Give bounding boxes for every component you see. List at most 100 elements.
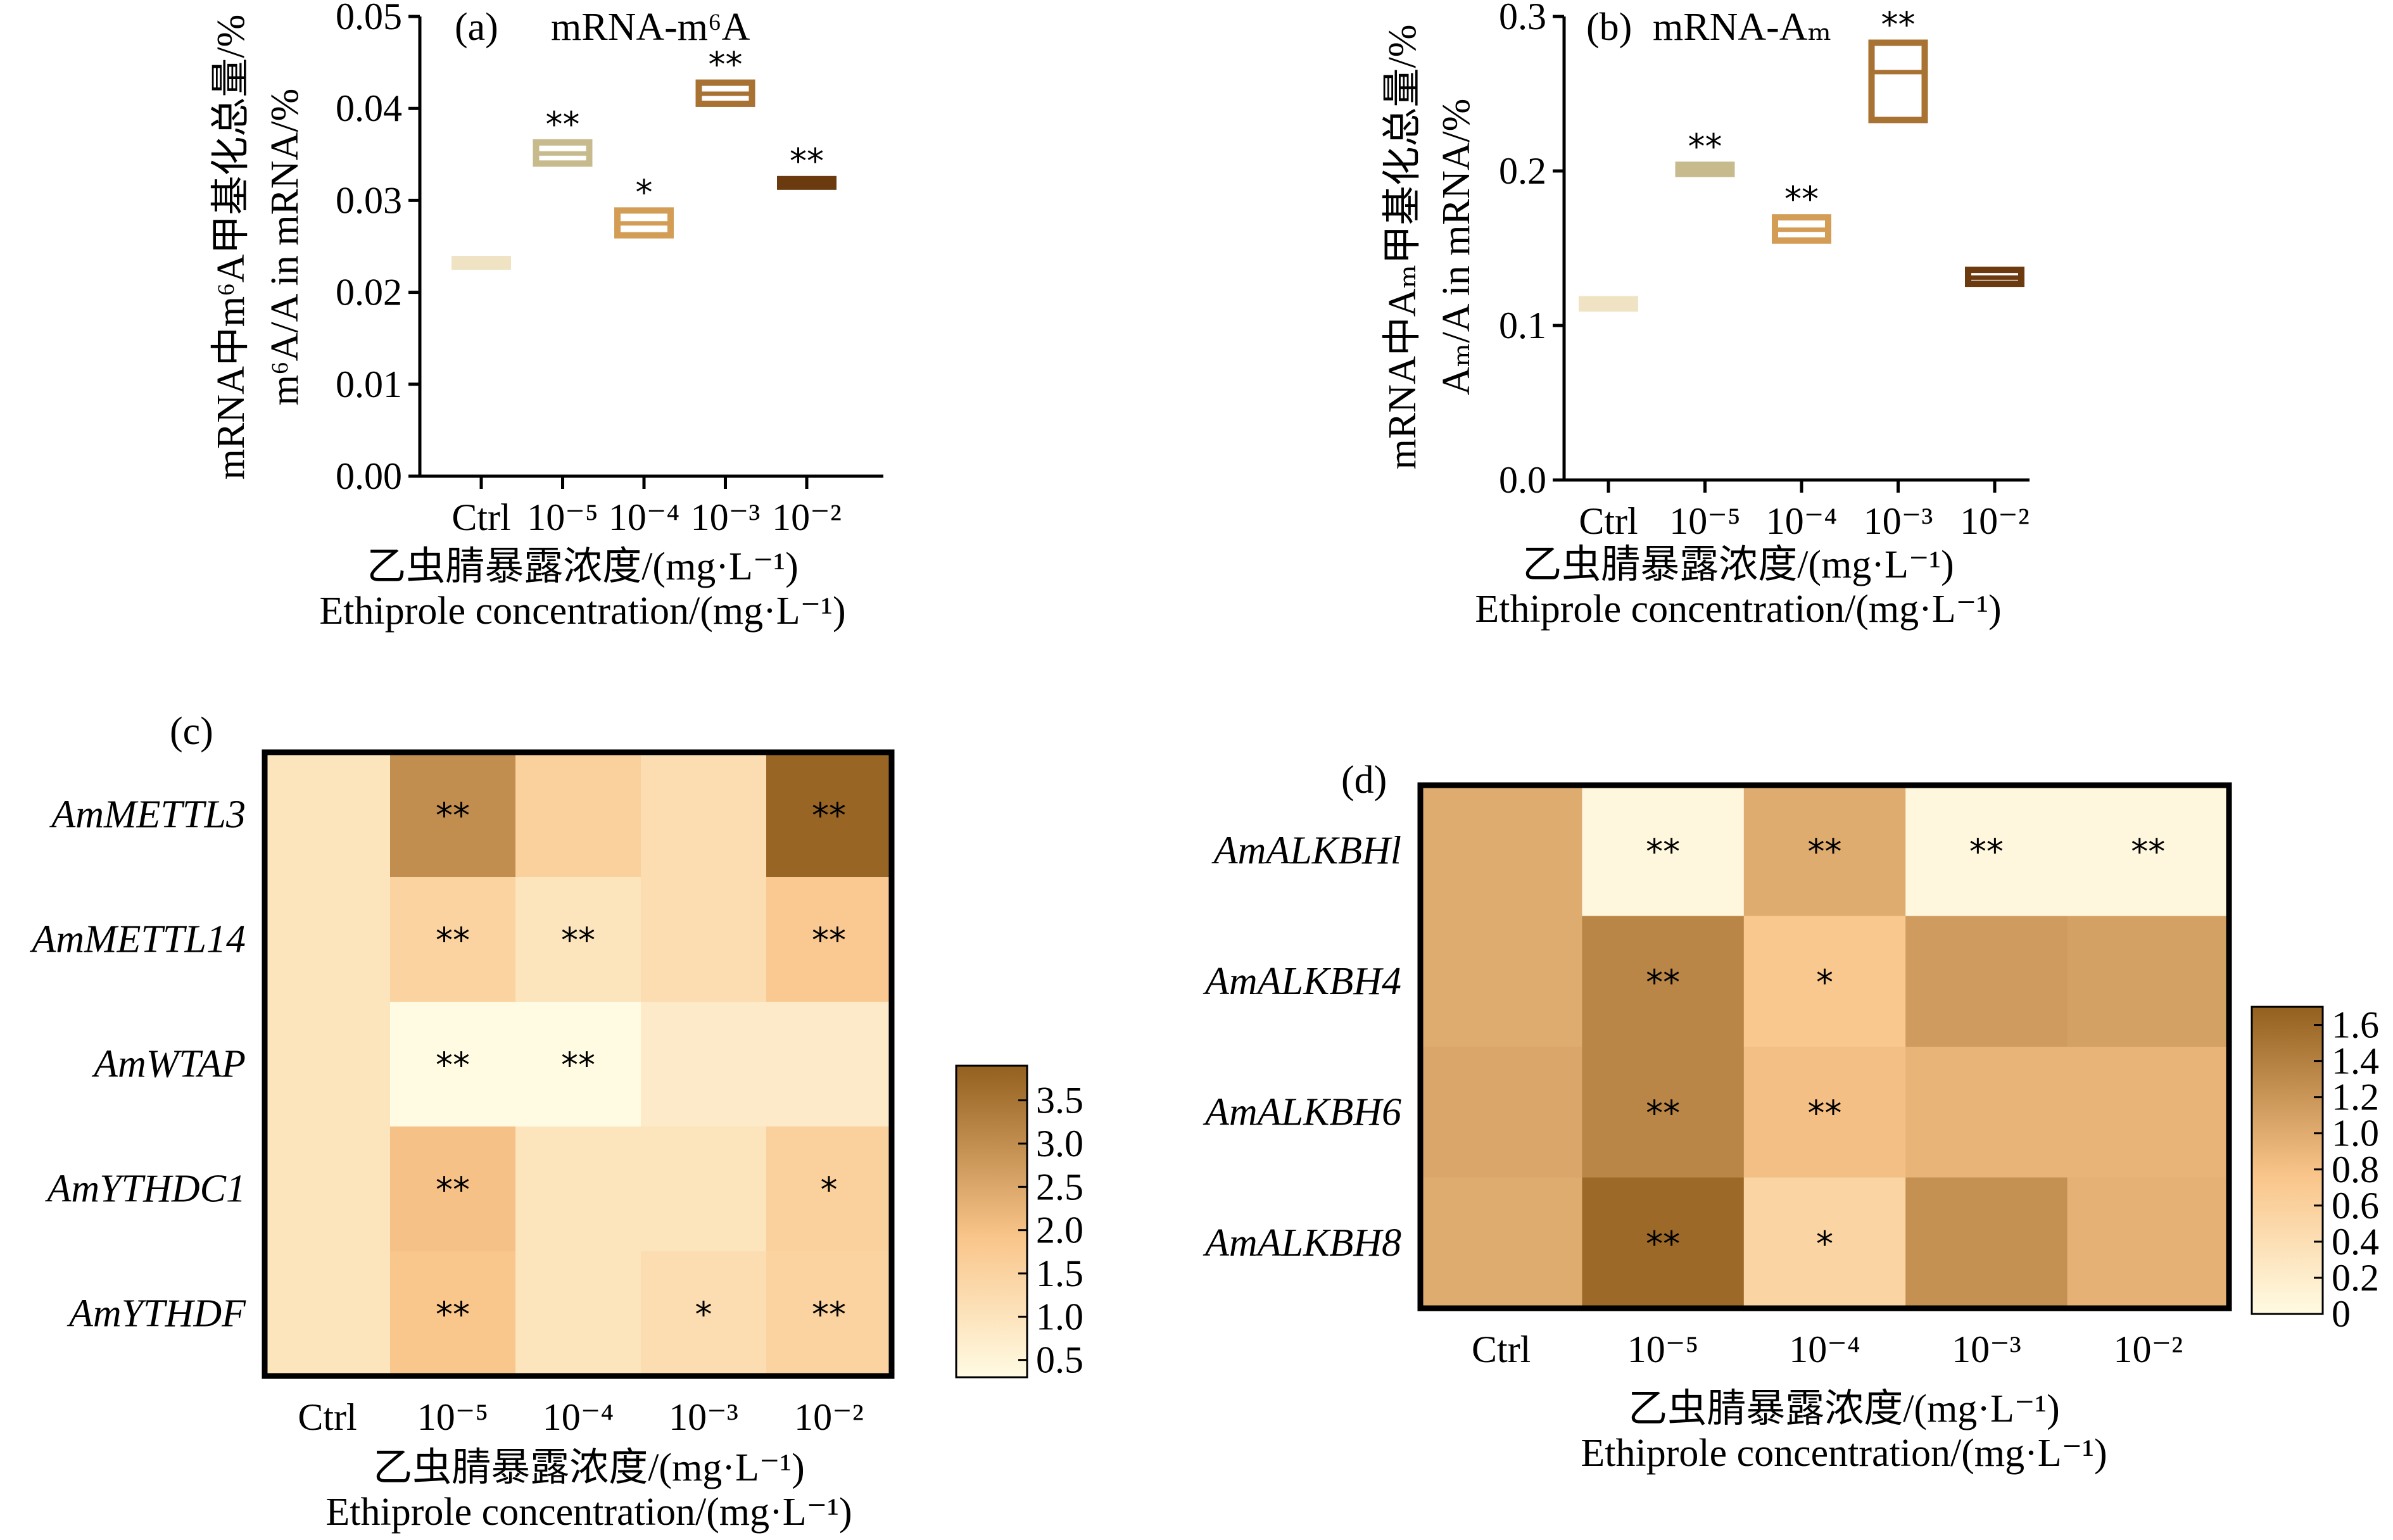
heatmap-cell <box>1905 1177 2068 1309</box>
colorbar-tick-label: 0.6 <box>2332 1185 2379 1227</box>
significance-mark: * <box>1816 1224 1833 1264</box>
significance-mark: ** <box>1808 831 1842 871</box>
x-tick-label: 10⁻⁴ <box>609 496 680 538</box>
column-label: 10⁻² <box>794 1396 864 1438</box>
significance-mark: ** <box>1646 1093 1680 1133</box>
row-label: AmALKBH8 <box>1203 1221 1401 1265</box>
significance-mark: * <box>821 1170 838 1210</box>
panel-b-ylabel-en: Aₘ/A in mRNA/% <box>1435 99 1478 396</box>
heatmap-cell <box>1582 785 1745 916</box>
significance-mark: ** <box>561 1045 595 1085</box>
heatmap-cell <box>1420 1177 1582 1309</box>
panel-a-xlabel-cn: 乙虫腈暴露浓度/(mg·L⁻¹) <box>367 545 799 588</box>
significance-mark: * <box>695 1295 712 1335</box>
panel-c-row-labels: AmMETTL3 AmMETTL14 AmWTAP AmYTHDC1 AmYTHDF <box>29 793 246 1335</box>
panel-d-colorbar-ticks: 00.20.40.60.81.01.21.41.6 <box>2314 1004 2379 1335</box>
y-tick-label: 0.05 <box>336 0 402 37</box>
colorbar-tick-label: 3.0 <box>1036 1123 1083 1164</box>
colorbar-tick-label: 3.5 <box>1036 1080 1083 1121</box>
heatmap-cell <box>1420 916 1582 1047</box>
heatmap-cell <box>641 752 767 878</box>
heatmap-cell <box>515 1127 641 1252</box>
significance-mark: ** <box>1969 831 2004 871</box>
colorbar-tick-label: 0.8 <box>2332 1149 2379 1190</box>
heatmap-cell <box>641 1002 767 1127</box>
significance-mark: ** <box>1808 1093 1842 1133</box>
panel-c-frame <box>262 749 895 1379</box>
panel-b-plot-area: 0.0 0.1 0.2 0.3 ** ** ** <box>1499 0 2030 501</box>
significance-mark: * <box>1816 962 1833 1002</box>
panel-b-title: mRNA-Aₘ <box>1653 6 1832 49</box>
significance-mark: ** <box>1688 127 1722 167</box>
colorbar-tick-label: 1.2 <box>2332 1076 2379 1118</box>
significance-mark: ** <box>812 1295 846 1335</box>
heatmap-cell <box>766 1251 892 1377</box>
y-tick-label: 0.1 <box>1499 305 1546 346</box>
panel-a-title: mRNA-m⁶A <box>551 6 750 49</box>
column-label: 10⁻³ <box>1952 1329 2021 1370</box>
heatmap-cell <box>766 1002 892 1127</box>
colorbar-tick-label: 2.0 <box>1036 1209 1083 1251</box>
y-tick-label: 0.01 <box>336 363 402 405</box>
heatmap-cell <box>766 877 892 1002</box>
row-label: AmMETTL14 <box>29 918 246 961</box>
colorbar-tick-label: 0.5 <box>1036 1339 1083 1381</box>
panel-c-colorbar-ticks: 0.51.01.52.02.53.03.5 <box>1018 1080 1083 1381</box>
panel-a-ylabel-cn: mRNA中m⁶A甲基化总量/% <box>210 15 253 480</box>
x-tick-label: 10⁻⁴ <box>1766 500 1838 542</box>
heatmap-cell <box>390 1251 516 1377</box>
significance-mark: ** <box>812 796 846 836</box>
heatmap-cell <box>1743 1047 1906 1178</box>
x-tick-label: 10⁻³ <box>691 496 761 538</box>
x-tick-label: Ctrl <box>451 496 510 538</box>
heatmap-cell <box>1905 785 2068 916</box>
heatmap-cell <box>265 1127 391 1252</box>
row-label: AmALKBH4 <box>1203 960 1401 1003</box>
panel-c-label: (c) <box>170 710 213 753</box>
heatmap-cell <box>2067 785 2230 916</box>
row-label: AmALKBHl <box>1211 829 1401 872</box>
panel-d-xlabel-cn: 乙虫腈暴露浓度/(mg·L⁻¹) <box>1628 1387 2060 1430</box>
heatmap-cell <box>641 877 767 1002</box>
heatmap-cell <box>1582 1177 1745 1309</box>
heatmap-cell <box>265 752 391 878</box>
column-label: Ctrl <box>298 1396 357 1438</box>
heatmap-cell <box>1743 916 1906 1047</box>
significance-mark: ** <box>1646 1224 1680 1264</box>
significance-mark: * <box>636 172 653 212</box>
significance-mark: ** <box>812 921 846 961</box>
significance-mark: ** <box>436 1170 470 1210</box>
significance-mark: ** <box>2131 831 2165 871</box>
heatmap-cell <box>390 1127 516 1252</box>
heatmap-cell <box>2067 1177 2230 1309</box>
panel-b-label: (b) <box>1586 6 1632 49</box>
colorbar-tick-label: 2.5 <box>1036 1166 1083 1208</box>
column-label: 10⁻⁵ <box>1627 1329 1699 1370</box>
panel-d-heatmap: (d) ** ** ** **** *** **** * AmALKBHlAmALKBH4A… <box>1203 759 2379 1475</box>
panel-b-xlabel-cn: 乙虫腈暴露浓度/(mg·L⁻¹) <box>1522 543 1954 586</box>
panel-c-colorbar <box>955 1064 1028 1379</box>
y-tick-label: 0.3 <box>1499 0 1546 37</box>
colorbar-tick-label: 0.2 <box>2332 1257 2379 1299</box>
heatmap-cell <box>515 1251 641 1377</box>
panel-a-plot-area: 0.000.010.020.030.040.05******* <box>336 0 883 497</box>
heatmap-cell <box>390 752 516 878</box>
colorbar-tick-label: 0.4 <box>2332 1221 2379 1263</box>
panel-d-row-labels: AmALKBHl AmALKBH4 AmALKBH6 AmALKBH8 <box>1203 829 1401 1265</box>
panel-d-xlabel-en: Ethiprole concentration/(mg·L⁻¹) <box>1581 1432 2107 1475</box>
colorbar-tick-label: 0 <box>2332 1293 2351 1335</box>
heatmap-cell <box>641 1251 767 1377</box>
significance-mark: ** <box>1646 831 1680 871</box>
x-tick-label: 10⁻² <box>772 496 842 538</box>
panel-b-x-tick-labels: Ctrl 10⁻⁵ 10⁻⁴ 10⁻³ 10⁻² <box>1579 500 2030 542</box>
heatmap-cell <box>515 877 641 1002</box>
x-tick-label: Ctrl <box>1579 500 1638 542</box>
heatmap-cell <box>515 752 641 878</box>
x-tick-label: 10⁻⁵ <box>527 496 598 538</box>
heatmap-cell <box>766 752 892 878</box>
panel-d-label: (d) <box>1341 759 1387 802</box>
panel-d-cells: ** ** ** **** *** **** * <box>1420 785 2230 1309</box>
y-tick-label: 0.02 <box>336 272 402 313</box>
x-tick-label: 10⁻³ <box>1864 500 1933 542</box>
panel-c-cells: ** **** ** **** **** *** * ** <box>265 752 892 1377</box>
